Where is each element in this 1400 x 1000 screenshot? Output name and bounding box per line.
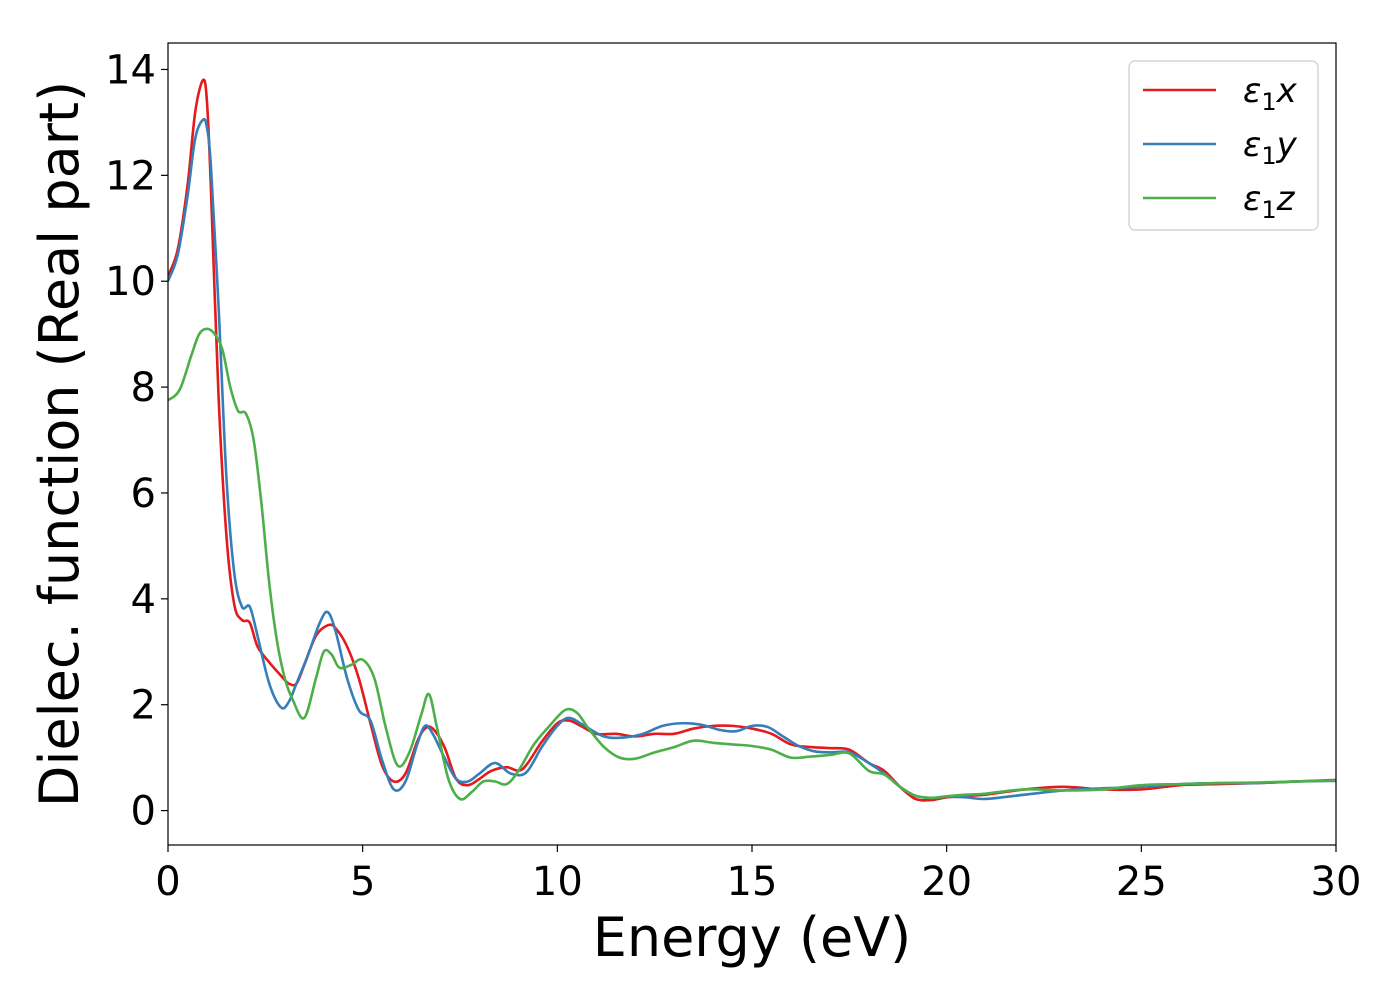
y-tick-label: 2: [131, 683, 156, 729]
x-tick-label: 5: [350, 859, 375, 905]
y-tick-label: 6: [131, 471, 156, 517]
x-tick-label: 0: [155, 859, 180, 905]
legend-box: [1128, 60, 1319, 231]
legend: ε1x ε1y ε1z: [1128, 60, 1319, 231]
y-tick-label: 12: [105, 153, 156, 199]
series-layer: [168, 78, 1336, 802]
legend-entry-z: ε1z: [1143, 179, 1296, 224]
x-tick-label: 10: [532, 859, 583, 905]
y-tick-label: 10: [105, 259, 156, 305]
x-axis-title: Energy (eV): [593, 906, 912, 969]
y-tick-label: 0: [131, 789, 156, 835]
y-tick-label: 8: [131, 365, 156, 411]
legend-items: ε1x ε1y ε1z: [1143, 71, 1298, 224]
legend-entry-y: ε1y: [1143, 125, 1298, 170]
y-tick-label: 14: [105, 47, 156, 93]
y-axis-title: Dielec. function (Real part): [28, 81, 91, 807]
legend-entry-x: ε1x: [1143, 71, 1298, 116]
x-tick-label: 25: [1116, 859, 1167, 905]
legend-label: ε1y: [1243, 125, 1298, 170]
legend-label: ε1z: [1243, 179, 1296, 224]
x-axis-ticks: 0 5 10 15 20 25 30: [155, 845, 1361, 905]
y-tick-label: 4: [131, 577, 156, 623]
y-axis-ticks: 0 2 4 6 8 10 12 14: [105, 47, 168, 835]
x-tick-label: 30: [1311, 859, 1362, 905]
series-line-z: [168, 327, 1336, 801]
legend-label: ε1x: [1243, 71, 1298, 116]
x-tick-label: 20: [921, 859, 972, 905]
x-tick-label: 15: [727, 859, 778, 905]
